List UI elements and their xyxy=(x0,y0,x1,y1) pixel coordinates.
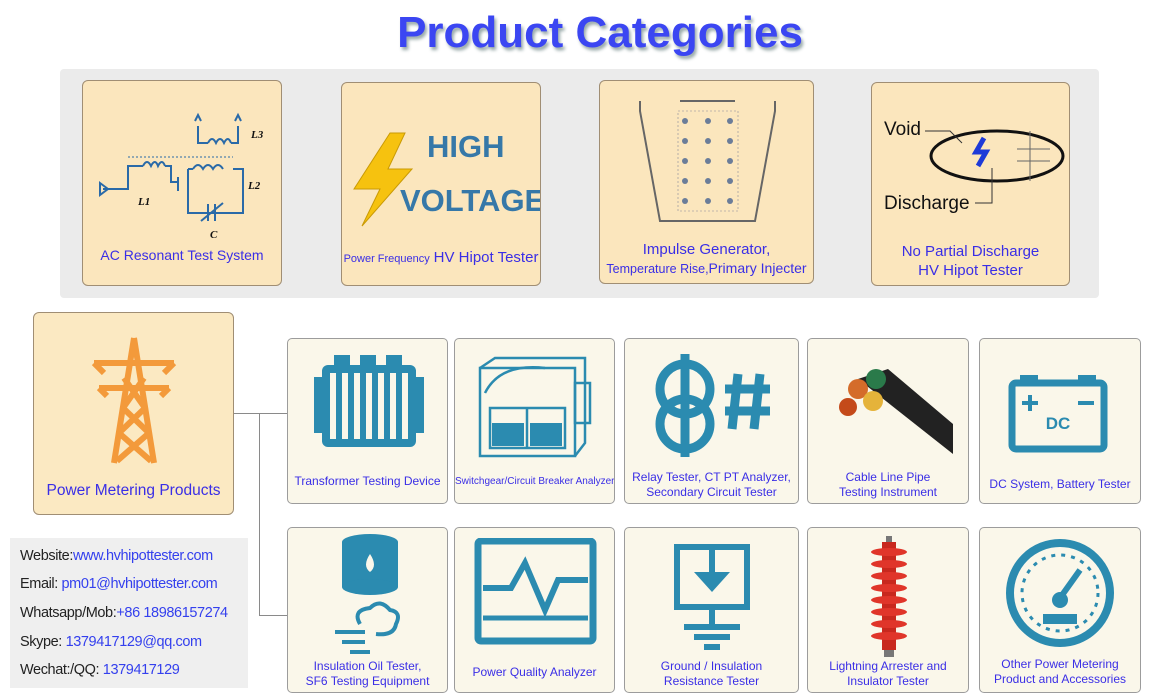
category-label: No Partial Discharge HV Hipot Tester xyxy=(872,242,1069,280)
gauge-icon xyxy=(1006,539,1114,647)
transmission-tower-icon xyxy=(91,337,177,464)
product-label: Ground / Insulation Resistance Tester xyxy=(625,659,798,689)
graphic-text-voltage: VOLTAGE xyxy=(400,183,541,218)
label-l1: L1 xyxy=(137,196,150,208)
oil-barrel-icon xyxy=(335,534,400,654)
connector-line xyxy=(234,413,287,414)
label-c: C xyxy=(210,229,218,241)
contact-wechat: Wechat:/QQ: 1379417129 xyxy=(20,662,180,678)
switchgear-icon xyxy=(478,356,592,458)
contact-skype: Skype: 1379417129@qq.com xyxy=(20,634,202,650)
product-label: Other Power Metering Product and Accesso… xyxy=(980,657,1140,687)
product-dc-system[interactable]: DC DC System, Battery Tester xyxy=(979,338,1141,504)
label-line2b: Primary Injecter xyxy=(708,260,807,276)
connector-line xyxy=(259,615,287,616)
impulse-generator-icon xyxy=(639,100,776,222)
product-lightning-arrester[interactable]: Lightning Arrester and Insulator Tester xyxy=(807,527,969,693)
label-line1: Ground / Insulation xyxy=(660,659,763,673)
email-link[interactable]: pm01@hvhipottester.com xyxy=(61,576,218,592)
product-ground-resistance[interactable]: Ground / Insulation Resistance Tester xyxy=(624,527,799,693)
product-label: Lightning Arrester and Insulator Tester xyxy=(808,659,968,689)
category-partial-discharge[interactable]: Void Discharge No Partial Discharge HV H… xyxy=(871,82,1070,286)
product-label: DC System, Battery Tester xyxy=(989,477,1131,491)
product-transformer[interactable]: Transformer Testing Device xyxy=(287,338,448,504)
label-line1: Cable Line Pipe xyxy=(845,470,931,484)
contact-whatsapp: Whatsapp/Mob:+86 18986157274 xyxy=(20,605,228,621)
category-label: Power Metering Products xyxy=(46,482,221,499)
category-ac-resonant[interactable]: L3 L2 L1 C AC Resonant Test System xyxy=(82,80,282,286)
partial-discharge-icon xyxy=(925,129,1065,204)
page-title: Product Categories xyxy=(397,8,803,57)
transformer-icon xyxy=(314,355,424,447)
product-label: Cable Line Pipe Testing Instrument xyxy=(808,470,968,500)
product-label: Insulation Oil Tester, SF6 Testing Equip… xyxy=(288,659,447,689)
lightning-bolt-icon xyxy=(353,132,414,227)
lc-circuit-icon: L3 L2 L1 C xyxy=(99,112,264,241)
website-link[interactable]: www.hvhipottester.com xyxy=(72,548,213,564)
product-switchgear[interactable]: Switchgear/Circuit Breaker Analyzer xyxy=(454,338,615,504)
phone-value: +86 18986157274 xyxy=(116,605,228,621)
graphic-text-discharge: Discharge xyxy=(884,193,970,214)
category-label: Power Frequency HV Hipot Tester xyxy=(342,248,540,269)
product-label: Power Quality Analyzer xyxy=(472,665,597,679)
product-label: Switchgear/Circuit Breaker Analyzer xyxy=(455,476,615,487)
product-other-metering[interactable]: Other Power Metering Product and Accesso… xyxy=(979,527,1141,693)
contact-label: Skype: xyxy=(20,634,66,650)
power-metering-products[interactable]: Power Metering Products xyxy=(33,312,234,515)
product-power-quality[interactable]: Power Quality Analyzer xyxy=(454,527,615,693)
label-line2: Resistance Tester xyxy=(663,674,760,688)
connector-line xyxy=(259,413,260,616)
contact-label: Email: xyxy=(20,576,62,592)
label-line2: HV Hipot Tester xyxy=(918,262,1023,279)
cable-icon xyxy=(839,369,953,454)
label-line2: Product and Accessories xyxy=(993,672,1127,686)
label-line2: Secondary Circuit Tester xyxy=(646,485,777,499)
label-line2: Testing Instrument xyxy=(838,485,938,499)
ground-icon xyxy=(674,544,750,650)
contact-website: Website:www.hvhipottester.com xyxy=(20,548,213,564)
label-line1: Lightning Arrester and xyxy=(829,659,947,673)
label-line1: Insulation Oil Tester, xyxy=(313,659,422,673)
contact-label: Wechat:/QQ: xyxy=(20,662,103,678)
label-line2: Insulator Tester xyxy=(847,674,929,688)
wechat-value: 1379417129 xyxy=(102,662,180,678)
label-line1: Impulse Generator, xyxy=(642,241,771,258)
category-hv-hipot[interactable]: HIGH VOLTAGE Power Frequency HV Hipot Te… xyxy=(341,82,541,286)
product-insulation-oil[interactable]: Insulation Oil Tester, SF6 Testing Equip… xyxy=(287,527,448,693)
ct-pt-icon xyxy=(655,354,770,457)
graphic-text-dc: DC xyxy=(1046,414,1071,433)
label-main: HV Hipot Tester xyxy=(433,249,539,266)
contact-email: Email: pm01@hvhipottester.com xyxy=(20,576,218,592)
battery-icon: DC xyxy=(1008,375,1108,453)
label-l3: L3 xyxy=(250,129,264,141)
product-label: Transformer Testing Device xyxy=(294,474,441,488)
product-relay-tester[interactable]: Relay Tester, CT PT Analyzer, Secondary … xyxy=(624,338,799,504)
label-l2: L2 xyxy=(247,180,261,192)
graphic-text-void: Void xyxy=(884,119,921,140)
product-label: Relay Tester, CT PT Analyzer, Secondary … xyxy=(625,470,798,500)
label-line2: SF6 Testing Equipment xyxy=(305,674,430,688)
graphic-text-high: HIGH xyxy=(427,129,505,164)
contact-label: Website: xyxy=(20,548,73,564)
contact-info: Website:www.hvhipottester.com Email: pm0… xyxy=(10,538,248,688)
label-line2a: Temperature Rise, xyxy=(606,262,709,276)
label-line1: No Partial Discharge xyxy=(901,243,1040,260)
category-label: AC Resonant Test System xyxy=(100,247,264,263)
label-line1: Other Power Metering xyxy=(1001,657,1119,671)
contact-label: Whatsapp/Mob: xyxy=(20,605,117,621)
product-cable[interactable]: Cable Line Pipe Testing Instrument xyxy=(807,338,969,504)
insulator-icon xyxy=(871,536,907,657)
category-impulse-generator[interactable]: Impulse Generator, Temperature Rise,Prim… xyxy=(599,80,814,284)
category-label: Impulse Generator, Temperature Rise,Prim… xyxy=(600,240,813,279)
label-small: Power Frequency xyxy=(343,253,430,265)
waveform-monitor-icon xyxy=(474,538,597,645)
skype-value: 1379417129@qq.com xyxy=(65,634,203,650)
label-line1: Relay Tester, CT PT Analyzer, xyxy=(632,470,791,484)
